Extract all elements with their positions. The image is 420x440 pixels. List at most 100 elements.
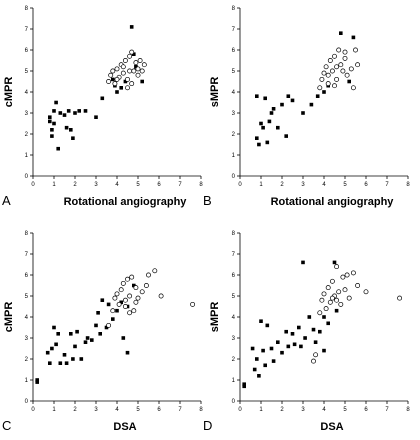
data-point-square: [259, 319, 263, 323]
data-point-square: [129, 25, 134, 29]
data-point-square: [58, 361, 63, 365]
x-tick-label: 3: [94, 182, 98, 188]
data-point-square: [48, 361, 52, 365]
data-point-square: [299, 344, 303, 349]
data-point-circle: [116, 301, 122, 307]
y-tick-label: 7: [232, 27, 236, 33]
y-tick-label: 5: [232, 294, 236, 300]
data-point-square: [94, 115, 98, 119]
x-tick-label: 6: [364, 407, 368, 413]
data-point-square: [75, 329, 79, 334]
data-point-square: [73, 111, 77, 115]
data-point-square: [119, 86, 123, 90]
data-point-square: [48, 115, 52, 119]
data-point-square: [255, 136, 259, 140]
y-tick-label: 6: [232, 48, 236, 54]
data-point-square: [303, 336, 307, 340]
y-tick-label: 3: [232, 111, 236, 117]
data-point-circle: [141, 62, 147, 68]
data-point-square: [313, 340, 318, 344]
data-point-square: [64, 361, 69, 365]
data-point-circle: [114, 291, 120, 297]
data-point-circle: [133, 60, 139, 66]
data-point-square: [104, 325, 109, 330]
y-tick-label: 0: [232, 399, 236, 405]
data-point-square: [79, 357, 84, 361]
data-point-circle: [340, 68, 346, 74]
y-tick-label: 4: [232, 315, 236, 321]
data-point-square: [301, 111, 305, 115]
data-point-square: [45, 350, 50, 355]
data-point-square: [48, 119, 52, 124]
data-point-square: [132, 283, 136, 288]
x-tick-label: 6: [157, 407, 161, 413]
panel-letter: B: [203, 193, 212, 208]
data-point-circle: [327, 299, 333, 305]
x-tick-label: 2: [73, 182, 77, 188]
data-point-circle: [190, 301, 196, 307]
x-tick-label: 2: [280, 407, 284, 413]
x-tick-label: 1: [259, 407, 263, 413]
data-point-circle: [334, 297, 340, 303]
data-point-circle: [338, 301, 344, 307]
y-tick-label: 7: [232, 252, 236, 258]
data-point-circle: [332, 83, 337, 89]
data-point-square: [252, 367, 257, 372]
y-tick-label: 1: [232, 378, 236, 384]
data-point-circle: [135, 295, 141, 301]
data-point-circle: [110, 68, 116, 74]
data-point-circle: [350, 85, 356, 91]
data-point-circle: [344, 272, 350, 278]
data-point-circle: [342, 287, 348, 293]
data-point-square: [290, 332, 295, 336]
data-point-square: [134, 65, 138, 69]
y-tick-label: 7: [25, 27, 29, 33]
data-point-square: [85, 336, 90, 340]
y-tick-label: 2: [25, 357, 29, 363]
data-point-circle: [340, 274, 346, 280]
data-point-square: [339, 31, 343, 35]
data-point-square: [54, 342, 58, 347]
data-point-square: [96, 311, 100, 315]
y-tick-label: 8: [232, 231, 236, 237]
data-point-square: [54, 100, 58, 105]
x-tick-label: 5: [343, 182, 347, 188]
data-point-square: [83, 109, 88, 113]
data-point-circle: [336, 47, 342, 53]
data-point-square: [140, 79, 144, 84]
data-point-square: [257, 374, 261, 378]
y-tick-label: 0: [25, 399, 29, 405]
data-point-circle: [311, 358, 316, 364]
data-point-circle: [334, 264, 340, 270]
data-point-square: [326, 321, 330, 326]
data-point-square: [119, 300, 123, 305]
y-tick-label: 0: [25, 174, 29, 180]
data-point-circle: [125, 85, 130, 91]
data-point-circle: [323, 64, 329, 70]
data-point-square: [56, 146, 60, 151]
data-point-circle: [129, 274, 135, 280]
data-point-square: [121, 336, 126, 340]
data-point-square: [242, 382, 246, 386]
data-point-circle: [112, 295, 118, 301]
data-point-circle: [127, 293, 133, 299]
data-point-circle: [319, 297, 325, 303]
x-tick-label: 1: [52, 182, 56, 188]
x-tick-label: 0: [31, 407, 35, 413]
x-tick-label: 0: [238, 182, 242, 188]
data-point-square: [255, 94, 259, 98]
x-tick-label: 1: [52, 407, 56, 413]
x-tick-label: 1: [259, 182, 263, 188]
data-point-circle: [317, 310, 323, 316]
data-point-circle: [329, 68, 335, 74]
data-point-square: [90, 338, 94, 342]
data-point-square: [351, 35, 356, 40]
data-point-circle: [114, 76, 120, 82]
data-point-circle: [319, 76, 325, 82]
x-tick-label: 0: [31, 182, 35, 188]
y-axis-label: cMPR: [3, 302, 15, 333]
x-tick-label: 4: [115, 407, 119, 413]
y-tick-label: 6: [25, 48, 29, 54]
data-point-circle: [127, 310, 133, 316]
data-point-square: [64, 125, 69, 130]
